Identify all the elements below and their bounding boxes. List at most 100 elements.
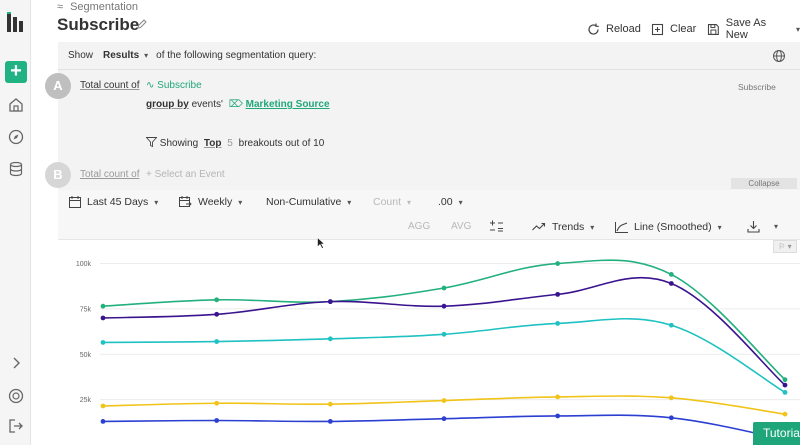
- agg-button[interactable]: AGG: [408, 221, 431, 232]
- data-point-4-3[interactable]: [441, 416, 447, 422]
- add-icon[interactable]: +: [5, 61, 27, 83]
- data-point-3-1[interactable]: [214, 400, 220, 406]
- save-as-new-button[interactable]: Save As New ▾: [707, 17, 800, 41]
- collapse-button[interactable]: Collapse: [731, 178, 797, 189]
- series-line-1[interactable]: [102, 276, 786, 386]
- help-lifebuoy-icon[interactable]: [7, 387, 25, 405]
- chevron-down-icon: ▾: [407, 197, 412, 207]
- chevron-down-icon: ▾: [154, 197, 159, 207]
- data-point-2-4[interactable]: [555, 321, 561, 326]
- total-count-label-a[interactable]: Total count of: [80, 80, 140, 91]
- data-point-0-4[interactable]: [555, 261, 561, 266]
- series-line-2[interactable]: [102, 317, 786, 394]
- data-point-0-0[interactable]: [100, 303, 106, 309]
- showing-label: Showing: [159, 138, 199, 149]
- chart-series-layer: [100, 259, 788, 442]
- data-point-1-4[interactable]: [555, 291, 561, 297]
- group-by-property[interactable]: Marketing Source: [245, 99, 330, 110]
- formula-button[interactable]: [489, 220, 510, 233]
- trends-dropdown[interactable]: Trends ▾: [532, 221, 594, 233]
- tutorial-button[interactable]: Tutorial: [753, 422, 800, 445]
- export-dropdown[interactable]: ▾: [747, 220, 778, 233]
- show-suffix: of the following segmentation query:: [156, 50, 317, 61]
- data-point-3-0[interactable]: [100, 403, 106, 409]
- event-icon: ∿: [146, 80, 158, 91]
- database-icon[interactable]: [7, 160, 25, 178]
- data-point-1-6[interactable]: [782, 382, 788, 388]
- data-point-3-4[interactable]: [555, 394, 561, 400]
- segmentation-icon: ≈: [57, 1, 64, 13]
- data-point-4-1[interactable]: [214, 418, 220, 423]
- data-point-2-5[interactable]: [668, 322, 674, 328]
- reload-button[interactable]: Reload: [587, 21, 641, 37]
- showing-mode-dropdown[interactable]: Top: [203, 138, 222, 149]
- data-point-4-0[interactable]: [100, 419, 106, 424]
- formula-icon: [490, 220, 503, 232]
- home-icon[interactable]: [7, 96, 25, 114]
- showing-count-input[interactable]: 5: [227, 138, 233, 149]
- data-point-1-0[interactable]: [100, 315, 106, 321]
- chart-area: 25k 50k 75k 100k: [58, 241, 800, 445]
- select-event-input[interactable]: + Select an Event: [146, 169, 225, 180]
- data-point-0-6[interactable]: [782, 377, 788, 383]
- data-point-0-1[interactable]: [214, 297, 220, 303]
- compass-icon[interactable]: [7, 128, 25, 146]
- date-range-dropdown[interactable]: Last 45 Days ▾: [69, 196, 158, 208]
- data-point-4-4[interactable]: [555, 413, 561, 419]
- query-letter-b: B: [45, 162, 71, 188]
- interval-dropdown[interactable]: Weekly ▾: [179, 196, 242, 208]
- chevron-down-icon[interactable]: ▾: [144, 51, 149, 60]
- flag-icon: ⚐: [778, 242, 786, 251]
- annotation-flag-button[interactable]: ⚐ ▾: [773, 240, 797, 253]
- trend-icon: [532, 222, 546, 231]
- total-count-label-b[interactable]: Total count of: [80, 169, 140, 180]
- cumulative-dropdown[interactable]: Non-Cumulative ▾: [266, 196, 351, 208]
- chevron-down-icon: ▾: [717, 222, 722, 232]
- breadcrumb-label: Segmentation: [70, 1, 138, 13]
- sidebar: +: [0, 0, 31, 445]
- data-point-2-6[interactable]: [782, 389, 788, 395]
- chevron-down-icon: ▾: [347, 197, 352, 207]
- decimals-dropdown[interactable]: .00 ▾: [438, 196, 463, 208]
- event-selector-a[interactable]: ∿ Subscribe: [146, 80, 202, 91]
- mouse-cursor-icon: [317, 237, 325, 249]
- data-point-0-5[interactable]: [668, 272, 674, 277]
- data-point-3-6[interactable]: [782, 411, 788, 417]
- chevron-right-icon[interactable]: [7, 354, 25, 372]
- data-point-2-1[interactable]: [214, 339, 220, 344]
- logout-icon[interactable]: [7, 417, 25, 435]
- show-results-dropdown[interactable]: Results: [103, 50, 140, 61]
- data-point-3-3[interactable]: [441, 398, 447, 403]
- data-point-0-3[interactable]: [441, 285, 447, 291]
- data-point-3-2[interactable]: [327, 401, 333, 407]
- chart-type-dropdown[interactable]: Line (Smoothed) ▾: [615, 221, 722, 233]
- line-chart-icon: [615, 221, 628, 233]
- group-by-row: group by events' ⌦ Marketing Source: [146, 99, 330, 110]
- reload-label: Reload: [606, 23, 641, 35]
- app-logo-icon[interactable]: [7, 12, 25, 32]
- globe-icon[interactable]: [772, 49, 786, 63]
- data-point-1-1[interactable]: [214, 311, 220, 317]
- clear-button[interactable]: Clear: [651, 21, 696, 37]
- group-by-label[interactable]: group by: [146, 99, 189, 110]
- data-point-1-5[interactable]: [668, 281, 674, 286]
- query-letter-a: A: [45, 73, 71, 99]
- select-event-placeholder: Select an Event: [154, 169, 225, 180]
- data-point-4-5[interactable]: [668, 415, 674, 421]
- data-point-1-3[interactable]: [441, 303, 447, 309]
- data-point-1-2[interactable]: [327, 299, 333, 305]
- breadcrumb[interactable]: ≈ Segmentation: [57, 1, 138, 13]
- calendar-week-icon: [179, 196, 192, 207]
- chevron-down-icon: ▾: [238, 197, 243, 207]
- data-point-3-5[interactable]: [668, 395, 674, 401]
- pencil-icon[interactable]: [137, 19, 147, 29]
- measure-dropdown[interactable]: Count ▾: [373, 196, 411, 208]
- page-title: Subscribe: [57, 15, 140, 34]
- data-point-2-2[interactable]: [327, 336, 333, 342]
- data-point-2-3[interactable]: [441, 331, 447, 337]
- data-point-4-2[interactable]: [327, 419, 333, 424]
- data-point-2-0[interactable]: [100, 340, 106, 345]
- line-chart: 25k 50k 75k 100k: [76, 259, 800, 442]
- avg-button[interactable]: AVG: [451, 221, 472, 232]
- series-line-0[interactable]: [102, 259, 786, 381]
